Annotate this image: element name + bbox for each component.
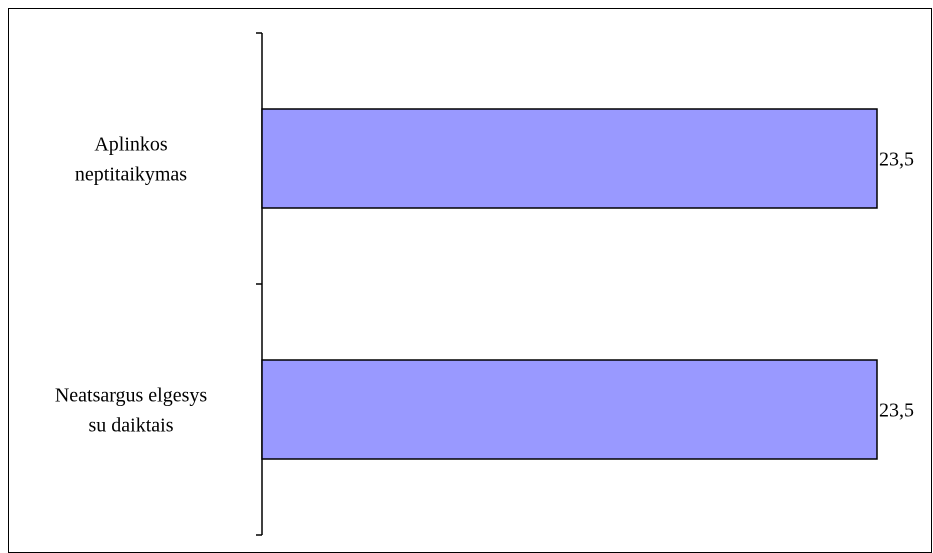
category-label: Neatsargus elgesys su daiktais — [55, 385, 208, 437]
labels-layer: 23,5 Aplinkos neptitaikymas 23,5 Neatsargus … — [55, 134, 914, 437]
axis-layer — [256, 32, 263, 536]
bar — [261, 359, 878, 460]
category-label-line: Neatsargus elgesys — [55, 385, 208, 407]
category-label: Aplinkos neptitaikymas — [75, 134, 187, 186]
bar — [261, 108, 878, 209]
category-label-line: su daiktais — [89, 415, 174, 437]
data-label: 23,5 — [879, 400, 914, 422]
category-label-line: neptitaikymas — [75, 164, 187, 186]
chart-frame — [8, 8, 932, 553]
category-label-line: Aplinkos — [94, 134, 168, 156]
data-label: 23,5 — [879, 149, 914, 171]
bars-layer — [261, 108, 878, 460]
